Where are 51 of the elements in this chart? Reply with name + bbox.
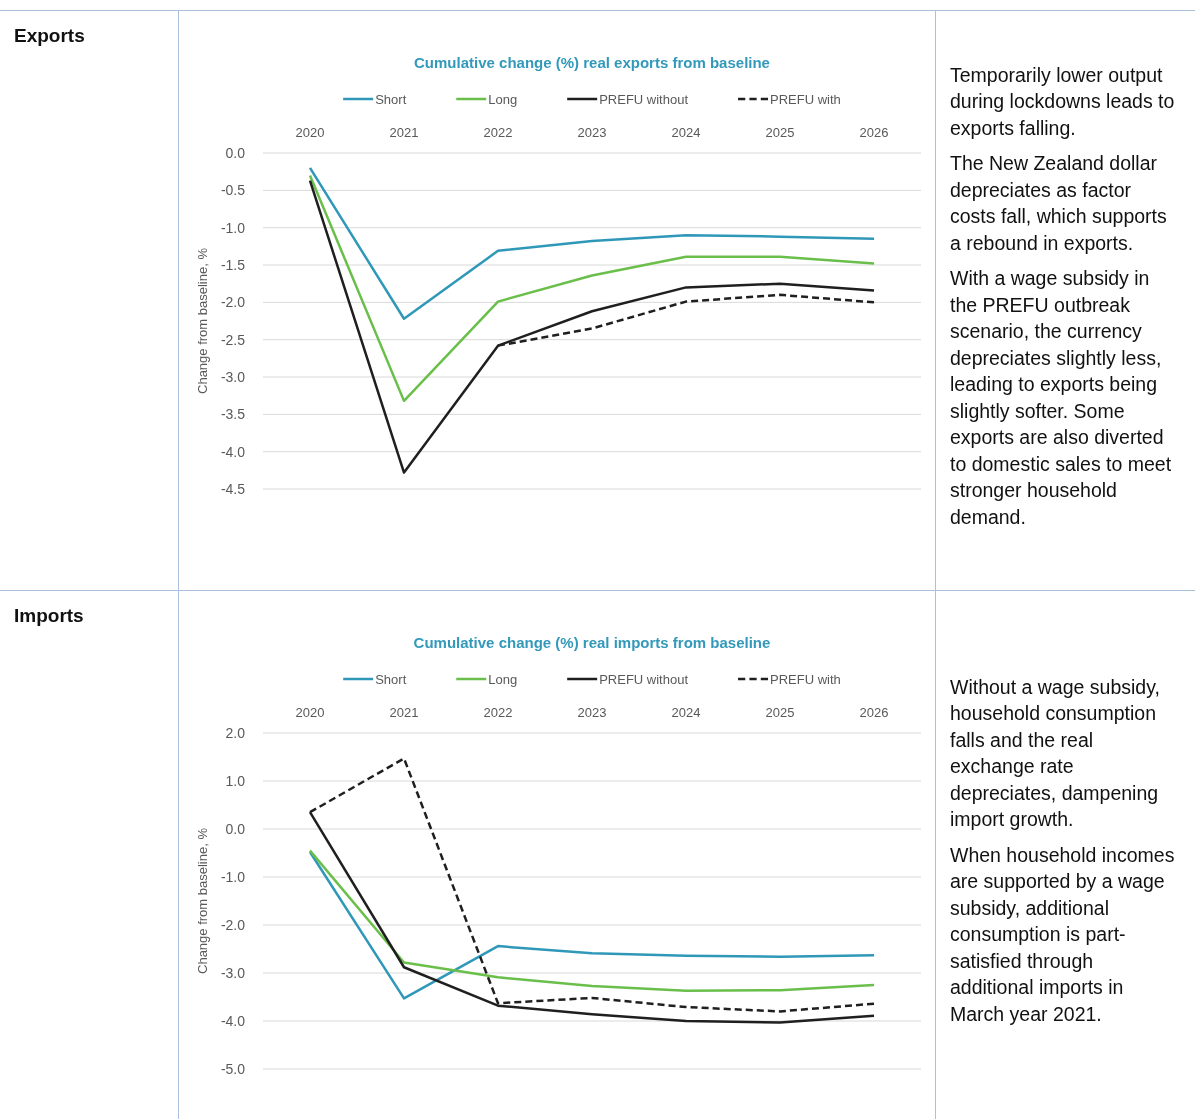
chart-title: Cumulative change (%) real exports from baseline [414,54,770,71]
text: Temporarily lower output during lockdowns leads to exports falling. [950,62,1176,141]
y-tick-label: -2.0 [220,294,246,311]
x-tick-label: 2023 [577,125,607,140]
text: With a wage subsidy in the PREFU outbreak scenario, the currency depreciates slightly less, leading to exports being slightly softer. Some exports are also diverted to domestic sales to meet stronger household demand. [950,267,1172,528]
legend-label: PREFU without [599,671,689,687]
x-tick-label: 2023 [577,705,607,720]
y-tick-label: -3.0 [220,369,246,385]
legend-label: PREFU with [770,671,841,687]
legend-label: Short [375,91,407,107]
legend-label: PREFU with [770,91,841,107]
y-tick-label: -4.0 [220,443,246,460]
y-tick-label: -2.5 [220,331,246,348]
y-tick-label: -1.5 [220,257,246,273]
x-tick-label: 2026 [859,705,889,720]
legend-label: Short [375,671,407,687]
y-tick-label: 0.0 [225,145,246,161]
y-tick-label: -5.0 [220,1061,246,1077]
x-tick-label: 2025 [765,125,795,140]
x-tick-label: 2021 [389,705,419,720]
y-tick-label: -4.5 [220,481,246,497]
chart-title: Cumulative change (%) real imports from baseline [413,634,771,651]
x-tick-label: 2024 [671,705,701,720]
y-tick-label: -3.5 [220,406,246,423]
y-tick-label: -3.0 [220,965,246,981]
y-tick-label: 1.0 [225,773,246,789]
y-axis-title: Change from baseline, % [195,827,210,974]
x-tick-label: 2025 [765,705,795,720]
x-tick-label: 2021 [389,125,419,140]
legend-label: Long [488,671,518,687]
y-axis-title: Change from baseline, % [195,247,210,394]
y-tick-label: -0.5 [220,182,246,199]
x-tick-label: 2020 [295,705,325,720]
y-tick-label: 2.0 [225,725,246,741]
y-tick-label: 0.0 [225,821,246,837]
y-tick-label: -4.0 [220,1013,246,1029]
text: The New Zealand dollar depreciates as factor costs fall, which supports a rebound in exports. [950,151,1168,256]
x-tick-label: 2020 [295,125,325,140]
x-tick-label: 2022 [483,705,513,720]
x-tick-label: 2022 [483,125,513,140]
legend-label: Long [488,91,518,107]
text: When household incomes are supported by a wage subsidy, additional consumption is part-satisfied through additional imports in March year 2021. [950,842,1176,1027]
text: Exports [14,24,86,48]
y-tick-label: -1.0 [220,869,246,885]
text: Without a wage subsidy, household consumption falls and the real exchange rate depreciates, dampening import growth. [950,674,1161,833]
x-tick-label: 2026 [859,125,889,140]
y-tick-label: -2.0 [220,917,246,933]
text: Imports [14,604,85,628]
legend-label: PREFU without [599,91,689,107]
x-tick-label: 2024 [671,125,701,140]
y-tick-label: -1.0 [220,219,246,236]
